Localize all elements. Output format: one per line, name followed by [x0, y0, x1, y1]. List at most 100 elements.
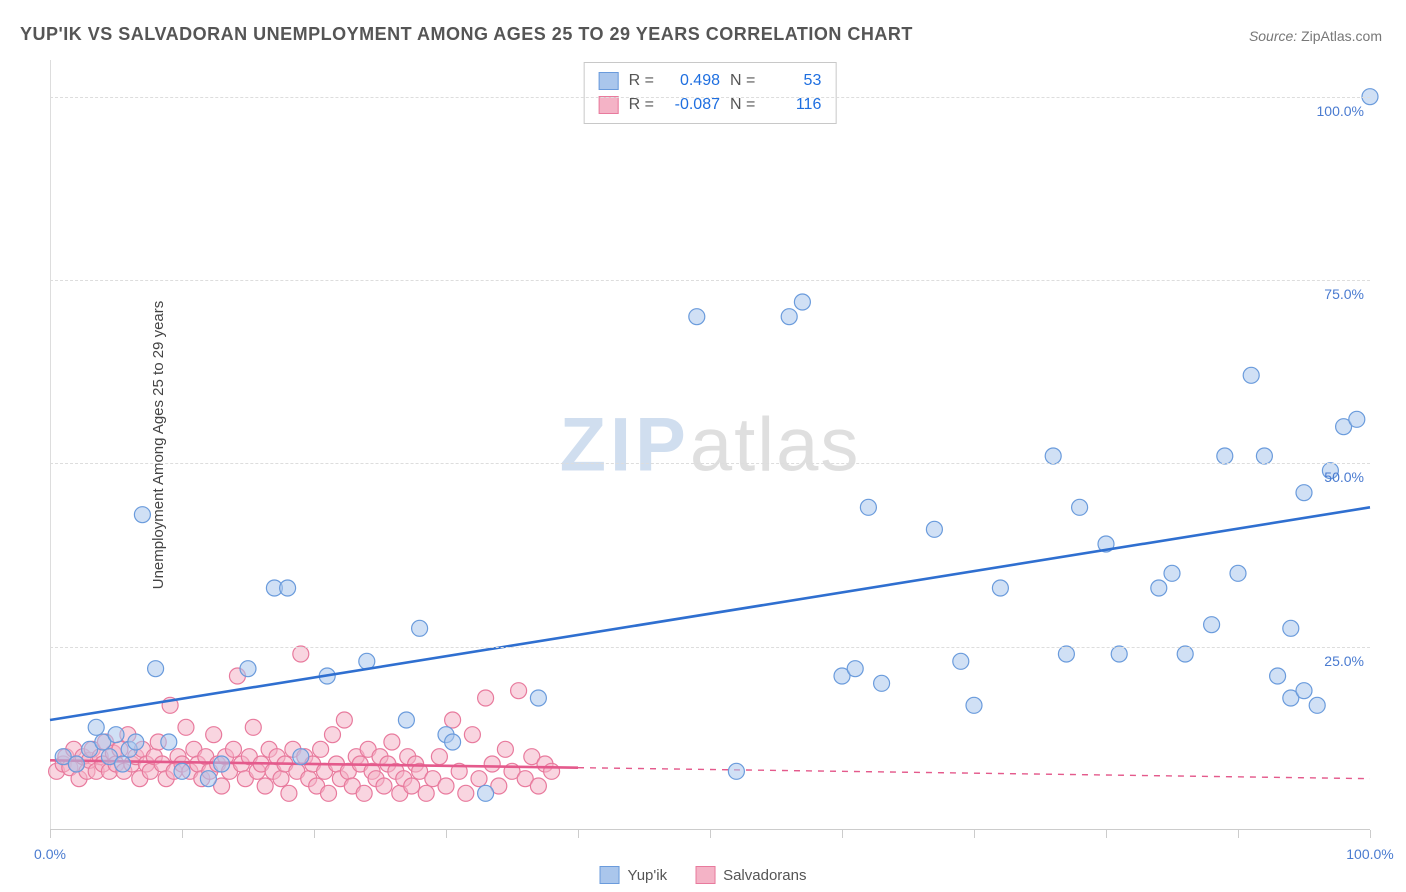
data-point	[280, 580, 296, 596]
data-point	[438, 778, 454, 794]
data-point	[336, 712, 352, 728]
data-point	[1270, 668, 1286, 684]
data-point	[458, 785, 474, 801]
x-tick	[842, 830, 843, 838]
data-point	[511, 683, 527, 699]
x-tick	[710, 830, 711, 838]
stats-val-yupik-R: 0.498	[664, 72, 720, 90]
data-point	[926, 521, 942, 537]
data-point	[781, 309, 797, 325]
data-point	[497, 741, 513, 757]
legend-label-yupik: Yup'ik	[628, 867, 668, 884]
data-point	[273, 771, 289, 787]
data-point	[281, 785, 297, 801]
data-point	[1111, 646, 1127, 662]
data-point	[115, 756, 131, 772]
stats-key-R2: R =	[629, 96, 654, 114]
data-point	[794, 294, 810, 310]
data-point	[88, 719, 104, 735]
data-point	[530, 690, 546, 706]
data-point	[953, 653, 969, 669]
data-point	[431, 749, 447, 765]
data-point	[257, 778, 273, 794]
data-point	[398, 712, 414, 728]
data-point	[313, 741, 329, 757]
data-point	[445, 734, 461, 750]
data-point	[1072, 499, 1088, 515]
data-point	[206, 727, 222, 743]
data-point	[68, 756, 84, 772]
data-point	[418, 785, 434, 801]
stats-val-yupik-N: 53	[765, 72, 821, 90]
data-point	[1243, 367, 1259, 383]
data-point	[1283, 620, 1299, 636]
x-tick-label: 0.0%	[34, 846, 66, 862]
x-tick	[182, 830, 183, 838]
source-attribution: Source: ZipAtlas.com	[1249, 28, 1382, 44]
data-point	[324, 727, 340, 743]
x-tick	[314, 830, 315, 838]
stats-val-salv-R: -0.087	[664, 96, 720, 114]
scatter-svg	[50, 60, 1370, 830]
data-point	[1349, 411, 1365, 427]
data-point	[174, 763, 190, 779]
data-point	[240, 661, 256, 677]
legend-label-salv: Salvadorans	[723, 867, 806, 884]
x-tick	[446, 830, 447, 838]
data-point	[1177, 646, 1193, 662]
data-point	[108, 727, 124, 743]
data-point	[1217, 448, 1233, 464]
data-point	[293, 749, 309, 765]
data-point	[404, 778, 420, 794]
data-point	[1309, 697, 1325, 713]
data-point	[874, 675, 890, 691]
data-point	[860, 499, 876, 515]
legend-item-salv: Salvadorans	[695, 866, 806, 884]
data-point	[1164, 565, 1180, 581]
gridline	[50, 97, 1370, 98]
data-point	[484, 756, 500, 772]
data-point	[1230, 565, 1246, 581]
swatch-yupik	[599, 72, 619, 90]
data-point	[689, 309, 705, 325]
stats-legend-box: R = 0.498 N = 53 R = -0.087 N = 116	[584, 62, 837, 124]
data-point	[992, 580, 1008, 596]
stats-val-salv-N: 116	[765, 96, 821, 114]
legend-bottom: Yup'ik Salvadorans	[600, 866, 807, 884]
chart-title: YUP'IK VS SALVADORAN UNEMPLOYMENT AMONG …	[20, 24, 913, 45]
data-point	[214, 756, 230, 772]
data-point	[128, 734, 144, 750]
x-tick	[1238, 830, 1239, 838]
gridline	[50, 463, 1370, 464]
data-point	[1045, 448, 1061, 464]
data-point	[530, 778, 546, 794]
data-point	[356, 785, 372, 801]
gridline	[50, 647, 1370, 648]
trend-line-extrapolated	[578, 768, 1370, 779]
data-point	[1296, 683, 1312, 699]
data-point	[245, 719, 261, 735]
data-point	[161, 734, 177, 750]
data-point	[966, 697, 982, 713]
y-tick-label: 50.0%	[1324, 469, 1364, 485]
data-point	[544, 763, 560, 779]
x-tick	[1370, 830, 1371, 838]
data-point	[1204, 617, 1220, 633]
x-tick	[974, 830, 975, 838]
stats-key-N: N =	[730, 72, 755, 90]
y-tick-label: 100.0%	[1317, 103, 1364, 119]
y-tick-label: 75.0%	[1324, 286, 1364, 302]
data-point	[847, 661, 863, 677]
gridline	[50, 280, 1370, 281]
data-point	[321, 785, 337, 801]
source-value: ZipAtlas.com	[1301, 28, 1382, 44]
data-point	[1256, 448, 1272, 464]
source-label: Source:	[1249, 28, 1297, 44]
data-point	[1058, 646, 1074, 662]
data-point	[471, 771, 487, 787]
data-point	[225, 741, 241, 757]
swatch-salvadorans	[599, 96, 619, 114]
trend-line	[50, 507, 1370, 720]
data-point	[478, 690, 494, 706]
legend-swatch-yupik	[600, 866, 620, 884]
